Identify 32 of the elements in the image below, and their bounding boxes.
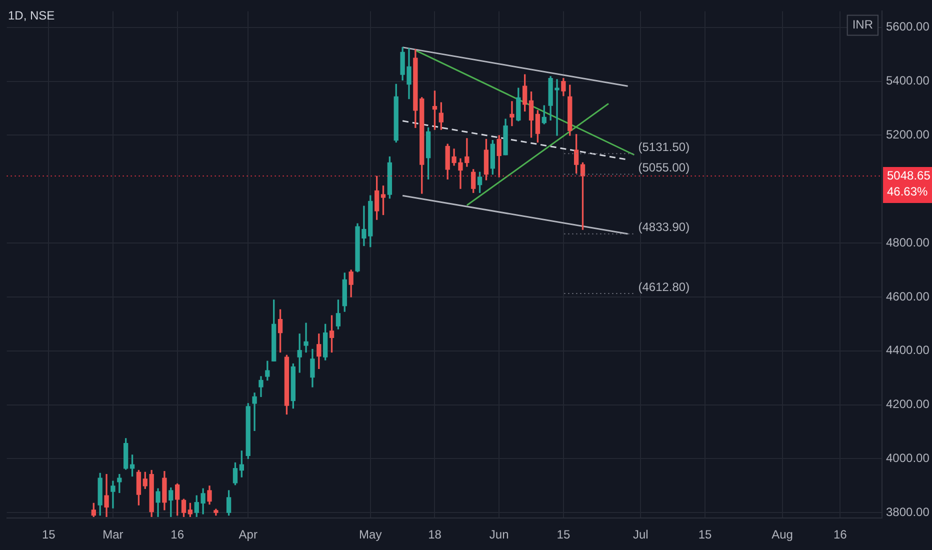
x-tick-label: 15	[42, 528, 56, 542]
candlestick	[110, 480, 116, 508]
y-tick-label: 4600.00	[886, 289, 930, 304]
ref-line-label: (4612.80)	[638, 280, 690, 294]
x-tick-label: Jun	[489, 528, 509, 542]
y-tick-label: 4400.00	[886, 343, 930, 358]
ref-line-label: (5055.00)	[638, 160, 690, 175]
chart-title: 1D, NSE	[8, 8, 55, 22]
ref-line-label: (5131.50)	[638, 140, 690, 154]
x-tick-label: 16	[833, 528, 848, 542]
y-tick-label: 3800.00	[886, 504, 930, 519]
y-tick-label: 4200.00	[886, 397, 930, 412]
annotation: INR	[852, 18, 874, 32]
x-tick-label: Mar	[102, 528, 124, 542]
candlestick	[252, 392, 257, 431]
ref-line-label: (4833.90)	[638, 220, 690, 234]
x-tick-label: 18	[428, 528, 442, 542]
candlestick	[304, 322, 308, 353]
y-tick-label: 4800.00	[886, 235, 930, 250]
x-tick-label: 15	[556, 528, 570, 542]
x-tick-label: Jul	[633, 528, 648, 542]
y-tick-label: 4000.00	[886, 451, 930, 466]
ref-line-label: 5048.65 46.63%	[887, 168, 931, 198]
y-tick-label: 5600.00	[886, 20, 930, 34]
x-tick-label: May	[359, 528, 382, 542]
y-tick-label: 5200.00	[886, 128, 930, 142]
x-tick-label: Apr	[238, 528, 258, 542]
x-tick-label: 16	[170, 528, 184, 542]
y-tick-label: 5400.00	[886, 74, 930, 88]
x-tick-label: 15	[698, 528, 712, 542]
x-tick-label: Aug	[772, 528, 793, 542]
candlestick	[510, 101, 514, 126]
